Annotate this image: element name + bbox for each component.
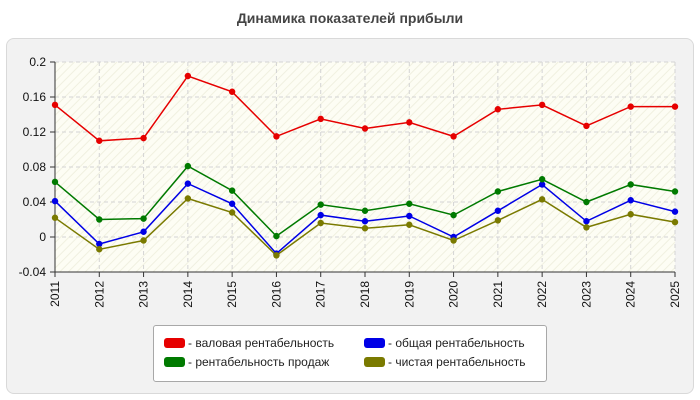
y-tick-label: -0.04 (19, 265, 47, 279)
data-point (228, 88, 236, 95)
y-tick-label: 0.08 (23, 160, 47, 174)
data-point (583, 198, 590, 206)
data-point (361, 225, 369, 232)
data-point (228, 200, 236, 207)
data-point (538, 101, 546, 109)
x-tick-label: 2012 (92, 281, 106, 308)
data-point (317, 201, 324, 208)
x-tick-label: 2025 (668, 281, 682, 308)
data-point (538, 181, 546, 188)
data-point (96, 240, 103, 248)
x-tick-label: 2023 (579, 281, 593, 308)
data-point (627, 103, 634, 110)
data-point (494, 217, 502, 224)
data-point (273, 232, 280, 240)
data-point (51, 197, 59, 205)
data-point (406, 200, 413, 207)
data-point (671, 103, 679, 110)
y-tick-label: 0.2 (29, 55, 46, 69)
data-point (583, 224, 590, 231)
data-point (494, 106, 502, 113)
x-tick-label: 2022 (535, 281, 549, 308)
data-point (140, 134, 147, 142)
data-point (538, 176, 546, 183)
legend-label: - чистая рентабельность (388, 355, 526, 369)
data-point (140, 228, 147, 235)
legend-label: - общая рентабельность (388, 336, 525, 350)
y-tick-label: 0.16 (23, 90, 47, 104)
y-tick-label: 0.12 (23, 125, 47, 139)
y-tick-label: 0 (39, 230, 46, 244)
data-point (406, 119, 413, 126)
data-point (361, 207, 369, 214)
x-tick-label: 2019 (402, 281, 416, 308)
data-point (450, 133, 457, 140)
data-point (538, 196, 546, 203)
data-point (450, 237, 457, 244)
data-point (51, 178, 59, 186)
x-tick-label: 2013 (137, 281, 151, 308)
x-tick-label: 2020 (447, 281, 461, 308)
data-point (140, 215, 147, 222)
x-tick-label: 2016 (269, 281, 283, 308)
legend-label: - валовая рентабельность (188, 336, 335, 350)
data-point (317, 115, 324, 123)
x-tick-label: 2024 (624, 281, 638, 308)
data-point (627, 181, 634, 188)
data-point (494, 188, 502, 195)
legend-swatch (364, 337, 385, 348)
data-point (184, 180, 192, 187)
data-point (583, 218, 590, 225)
x-tick-label: 2018 (358, 281, 372, 308)
legend-label: - рентабельность продаж (188, 355, 330, 369)
legend-item-gross: - валовая рентабельность (164, 335, 334, 351)
data-point (406, 221, 413, 228)
data-point (627, 197, 634, 204)
data-point (361, 125, 369, 132)
data-point (228, 187, 236, 194)
data-point (184, 195, 192, 202)
data-point (51, 101, 59, 109)
data-point (317, 219, 324, 227)
data-point (96, 216, 103, 223)
data-point (96, 246, 103, 253)
x-tick-label: 2017 (314, 281, 328, 308)
data-point (228, 209, 236, 216)
data-point (361, 218, 369, 225)
x-tick-label: 2011 (48, 281, 62, 307)
x-tick-label: 2021 (491, 281, 505, 308)
legend-swatch (364, 356, 385, 367)
data-point (273, 133, 280, 140)
legend-swatch (164, 356, 185, 367)
data-point (51, 214, 59, 221)
data-point (450, 211, 457, 219)
data-point (406, 212, 413, 220)
legend: - валовая рентабельность - общая рентабе… (153, 325, 547, 382)
x-tick-label: 2015 (225, 281, 239, 308)
data-point (184, 162, 192, 170)
data-point (671, 188, 679, 195)
x-tick-label: 2014 (181, 281, 195, 308)
data-point (671, 218, 679, 226)
data-point (494, 207, 502, 214)
data-point (273, 252, 280, 259)
data-point (671, 208, 679, 215)
chart-title: Динамика показателей прибыли (236, 10, 464, 26)
data-point (140, 237, 147, 244)
data-point (317, 211, 324, 219)
legend-swatch (164, 337, 185, 348)
data-point (583, 122, 590, 130)
data-point (184, 72, 192, 80)
legend-item-net: - чистая рентабельность (364, 354, 525, 370)
legend-item-total: - общая рентабельность (364, 335, 525, 351)
data-point (96, 137, 103, 144)
data-point (627, 211, 634, 218)
y-tick-label: 0.04 (23, 195, 47, 209)
legend-item-sales: - рентабельность продаж (164, 354, 329, 370)
